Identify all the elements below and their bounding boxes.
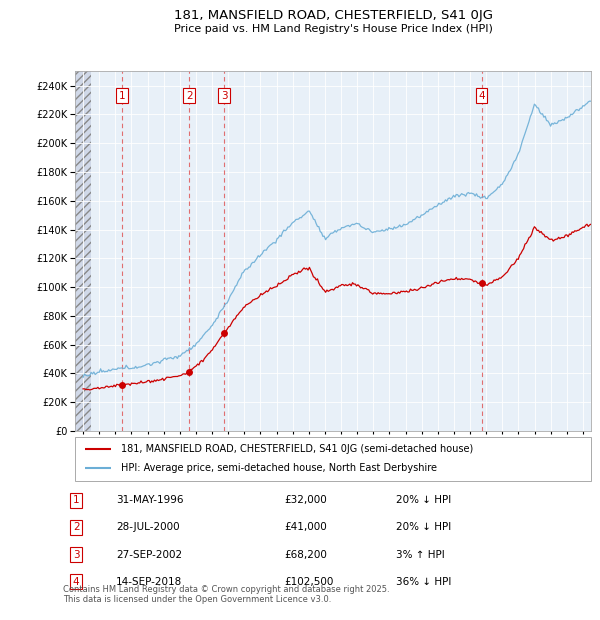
Text: Contains HM Land Registry data © Crown copyright and database right 2025.
This d: Contains HM Land Registry data © Crown c… <box>63 585 389 604</box>
Text: 27-SEP-2002: 27-SEP-2002 <box>116 549 182 559</box>
Text: HPI: Average price, semi-detached house, North East Derbyshire: HPI: Average price, semi-detached house,… <box>121 463 437 473</box>
Text: 1: 1 <box>119 91 125 101</box>
Bar <box>75 71 91 431</box>
Text: 4: 4 <box>478 91 485 101</box>
Text: 20% ↓ HPI: 20% ↓ HPI <box>395 495 451 505</box>
Text: 4: 4 <box>73 577 80 587</box>
Text: 3: 3 <box>73 549 80 559</box>
Text: 181, MANSFIELD ROAD, CHESTERFIELD, S41 0JG (semi-detached house): 181, MANSFIELD ROAD, CHESTERFIELD, S41 0… <box>121 445 473 454</box>
Text: 181, MANSFIELD ROAD, CHESTERFIELD, S41 0JG: 181, MANSFIELD ROAD, CHESTERFIELD, S41 0… <box>173 9 493 22</box>
Text: 2: 2 <box>73 523 80 533</box>
Text: £32,000: £32,000 <box>285 495 328 505</box>
Text: 3% ↑ HPI: 3% ↑ HPI <box>395 549 445 559</box>
Text: 1: 1 <box>73 495 80 505</box>
Text: £68,200: £68,200 <box>285 549 328 559</box>
Text: 14-SEP-2018: 14-SEP-2018 <box>116 577 182 587</box>
Text: 20% ↓ HPI: 20% ↓ HPI <box>395 523 451 533</box>
Text: 3: 3 <box>221 91 227 101</box>
Text: 31-MAY-1996: 31-MAY-1996 <box>116 495 184 505</box>
Text: 36% ↓ HPI: 36% ↓ HPI <box>395 577 451 587</box>
FancyBboxPatch shape <box>75 437 591 480</box>
Text: £102,500: £102,500 <box>285 577 334 587</box>
Text: Price paid vs. HM Land Registry's House Price Index (HPI): Price paid vs. HM Land Registry's House … <box>173 24 493 33</box>
Text: £41,000: £41,000 <box>285 523 328 533</box>
Text: 2: 2 <box>186 91 193 101</box>
Text: 28-JUL-2000: 28-JUL-2000 <box>116 523 179 533</box>
